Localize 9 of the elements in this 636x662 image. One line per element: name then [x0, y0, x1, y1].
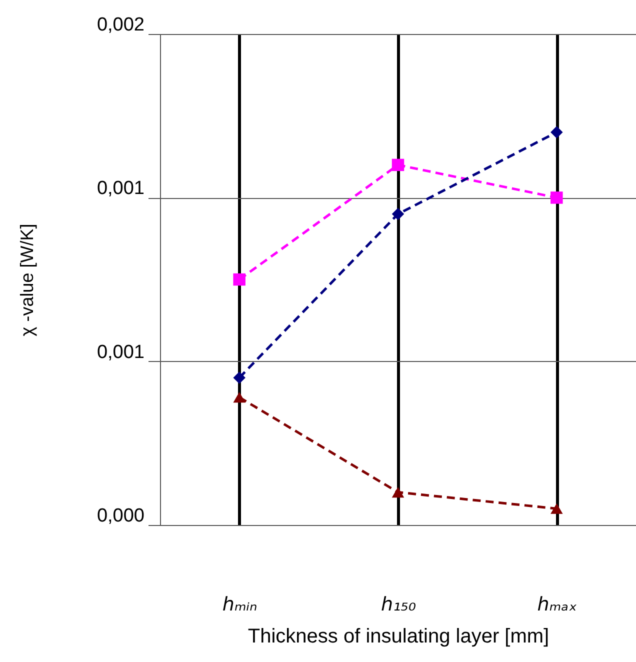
y-tick-label: 0,002 — [96, 14, 144, 36]
x-axis-title: Thickness of insulating layer [mm] — [248, 626, 550, 648]
y-tick-label: 0,001 — [96, 342, 144, 363]
x-tick-label: hₘᵢₙ — [222, 594, 258, 616]
x-tick-label: hₘₐₓ — [537, 594, 578, 616]
y-axis-title: χ -value [W/K] — [16, 224, 37, 336]
x-tick-label: h₁₅₀ — [381, 594, 416, 616]
y-tick-label: 0,001 — [96, 178, 144, 200]
y-tick-label: 0,000 — [96, 506, 144, 526]
